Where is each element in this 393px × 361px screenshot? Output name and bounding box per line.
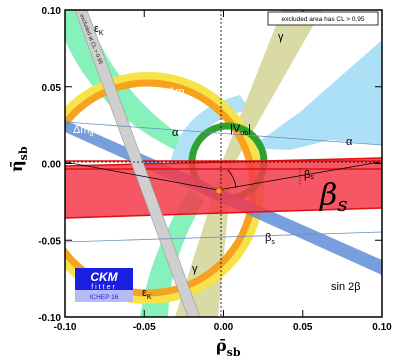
legend-note: excluded area has CL > 0.95 [267, 11, 379, 26]
logo-subtitle: fitter [91, 284, 117, 291]
y-tick-label: 0.10 [42, 6, 62, 17]
label-gamma-bottom: γ [192, 263, 198, 275]
y-tick-label: 0.00 [42, 160, 62, 171]
ckmfitter-logo: CKM fitter ICHEP 16 [75, 268, 133, 302]
label-beta-s-angle: βs [304, 169, 314, 181]
label-beta-s-small: βs [265, 232, 275, 246]
label-alpha-right: α [346, 136, 353, 148]
label-sin2beta: sin 2β [331, 281, 361, 293]
label-dmd-dms: Δmd & Δms [134, 86, 188, 100]
x-tick-label: -0.10 [54, 322, 77, 333]
constraint-regions [65, 10, 382, 317]
label-gamma-top: γ [278, 31, 284, 43]
triangle-side-2 [217, 161, 381, 191]
x-tick-label: 0.00 [214, 322, 234, 333]
apex-point [215, 187, 223, 195]
label-eps-k-top: εK [94, 23, 104, 37]
beta-s-line [65, 231, 382, 243]
logo-title: CKM [90, 270, 118, 284]
label-dmd: Δmd [73, 124, 94, 138]
alpha-line [65, 121, 382, 146]
axis-ticks: -0.10 -0.05 0.00 0.05 0.10 0.10 0.05 0.00 -0.05 -… [38, 6, 392, 333]
alpha-region-right [250, 40, 382, 150]
triangle-side-1 [65, 161, 219, 191]
legend-note-text: excluded area has CL > 0.95 [281, 16, 364, 23]
beta-s-box [65, 160, 382, 170]
logo-tag: ICHEP 16 [90, 294, 119, 301]
beta-s-band-bottom-edge [65, 207, 382, 219]
excluded-diagonal-band [74, 10, 201, 317]
x-tick-label: -0.05 [133, 322, 156, 333]
y-tick-label: -0.10 [38, 313, 61, 324]
x-tick-label: 0.10 [372, 322, 392, 333]
label-vub: |Vub| [230, 123, 251, 137]
x-tick-label: 0.05 [293, 322, 313, 333]
beta-s-angle-arc [227, 169, 237, 189]
label-beta-s-big: βs [319, 178, 348, 216]
label-alpha-left: α [172, 127, 179, 139]
label-eps-k-bottom: εK [142, 287, 152, 301]
y-tick-label: -0.05 [38, 236, 61, 247]
beta-s-band-top-edge [65, 157, 382, 167]
x-axis-title: ρ̄sb [216, 336, 241, 359]
y-tick-label: 0.05 [42, 83, 62, 94]
y-axis-title: η̄sb [7, 146, 30, 172]
